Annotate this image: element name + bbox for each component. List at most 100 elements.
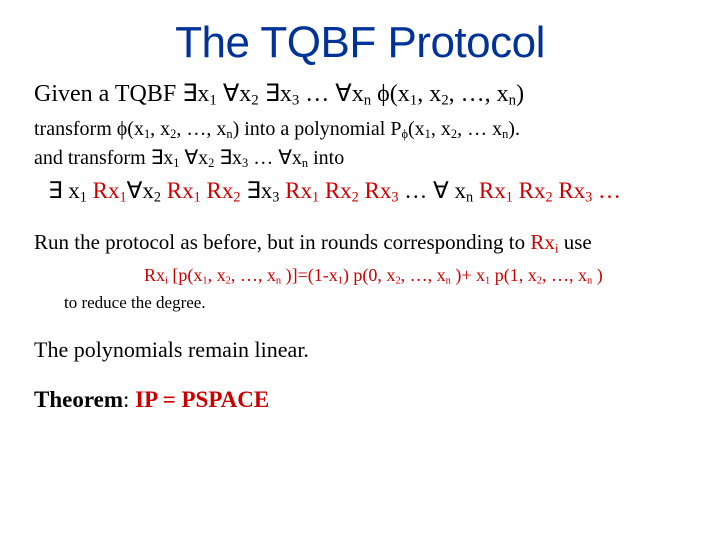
comma-x: , x [208, 265, 226, 285]
transform-line-1: transform ϕ(x1, x2, …, xn) into a polyno… [34, 117, 686, 146]
phi-icon: ϕ [377, 81, 390, 107]
exists-icon: ∃ [219, 147, 232, 169]
rx-i: Rxi [530, 230, 558, 254]
given-text: Given a TQBF [34, 81, 182, 107]
run-line: Run the protocol as before, but in round… [34, 229, 686, 261]
var-x: x [239, 81, 251, 107]
remain-linear-line: The polynomials remain linear. [34, 336, 686, 364]
reduce-degree-line: to reduce the degree. [34, 292, 686, 314]
forall-icon: ∀ [127, 178, 143, 203]
var-x: x [68, 178, 80, 203]
var-x: x [455, 178, 467, 203]
dots-xn: , …, x [449, 81, 509, 107]
dots-xn: , …, x [401, 265, 446, 285]
var-x: x [300, 178, 312, 203]
theorem-line: Theorem: IP = PSPACE [34, 386, 686, 414]
given-line: Given a TQBF ∃x1 ∀x2 ∃x3 … ∀xn ϕ(x1, x2,… [34, 80, 686, 115]
paren-open: (x [390, 81, 410, 107]
var-x: x [156, 265, 165, 285]
expansion-line: ∃ x1 Rx1∀x2 Rx1 Rx2 ∃x3 Rx1 Rx2 Rx3 … ∀ … [34, 177, 686, 212]
sub-2: 2 [545, 189, 552, 205]
R: R [285, 178, 300, 203]
sub-2: 2 [352, 189, 359, 205]
p-close: ) [592, 265, 603, 285]
R: R [325, 178, 340, 203]
dots: … [404, 178, 433, 203]
paren-close: ) [516, 81, 524, 107]
dot: . [515, 118, 520, 140]
sub-1: 1 [209, 93, 216, 109]
R: R [144, 265, 156, 285]
formula-line: Rxi [p(x1, x2, …, xn )]=(1-x1) p(0, x2, … [34, 264, 686, 293]
dots-xn: , …, x [231, 265, 276, 285]
var-x: x [380, 178, 392, 203]
phi-icon: ϕ [117, 118, 128, 140]
theorem-label: Theorem [34, 387, 123, 412]
sub-n: n [466, 189, 473, 205]
dots-xn: , …, x [176, 118, 226, 140]
run-text: Run the protocol as before, but in round… [34, 230, 530, 254]
var-x: x [492, 118, 502, 140]
var-x: x [534, 178, 546, 203]
reduce-op: Rx1 [93, 178, 127, 203]
slide-title: The TQBF Protocol [0, 18, 720, 68]
into-poly: into a polynomial P [239, 118, 401, 140]
sub-1: 1 [506, 189, 513, 205]
var-x: x [108, 178, 120, 203]
exists-icon: ∃ [48, 178, 63, 203]
reduce-op: Rx1 Rx2 [167, 178, 241, 203]
slide-body: Given a TQBF ∃x1 ∀x2 ∃x3 … ∀xn ϕ(x1, x2,… [34, 80, 686, 414]
sub-2: 2 [251, 93, 258, 109]
into: into [308, 147, 344, 169]
var-x: x [544, 230, 555, 254]
var-x: x [494, 178, 506, 203]
p-mid2: ) p(0, x [343, 265, 396, 285]
sub-2: 2 [154, 189, 161, 205]
R: R [167, 178, 182, 203]
R: R [479, 178, 494, 203]
sub-2: 2 [233, 189, 240, 205]
p-mid: )]=(1-x [281, 265, 338, 285]
p-mid3: )+ x [451, 265, 485, 285]
var-x: x [182, 178, 194, 203]
sub-3: 3 [272, 189, 279, 205]
var-x: x [340, 178, 352, 203]
var-x: x [222, 178, 234, 203]
use: use [558, 230, 591, 254]
theorem-statement: IP = PSPACE [135, 387, 269, 412]
sub-2: 2 [208, 156, 214, 170]
dots-xn: , …, x [542, 265, 587, 285]
sub-3: 3 [391, 189, 398, 205]
paren-open: (x [408, 118, 425, 140]
exists-icon: ∃ [265, 81, 280, 107]
forall-icon: ∀ [335, 81, 351, 107]
p-open: [p(x [168, 265, 203, 285]
dots: … [299, 81, 335, 107]
colon: : [123, 387, 135, 412]
forall-icon: ∀ [184, 147, 198, 169]
forall-icon: ∀ [278, 147, 292, 169]
var-x: x [261, 178, 273, 203]
dots: , … [457, 118, 492, 140]
var-x: x [574, 178, 586, 203]
var-x: x [198, 147, 208, 169]
paren-close: ) [508, 118, 515, 140]
R: R [93, 178, 108, 203]
exists-icon: ∃ [182, 81, 197, 107]
sub-1: 1 [120, 189, 127, 205]
comma-x: , x [431, 118, 451, 140]
R: R [530, 230, 544, 254]
forall-icon: ∀ [223, 81, 239, 107]
sub-1: 1 [173, 156, 179, 170]
sub-3: 3 [585, 189, 592, 205]
sub-1: 1 [80, 189, 87, 205]
var-x: x [197, 81, 209, 107]
var-x: x [292, 147, 302, 169]
reduce-op: Rx1 Rx2 Rx3 [285, 178, 398, 203]
var-x: x [352, 81, 364, 107]
paren-open: (x [127, 118, 144, 140]
dots: … [248, 147, 278, 169]
exists-icon: ∃ [246, 178, 261, 203]
sub-n: n [364, 93, 371, 109]
and-transform: and transform [34, 147, 151, 169]
